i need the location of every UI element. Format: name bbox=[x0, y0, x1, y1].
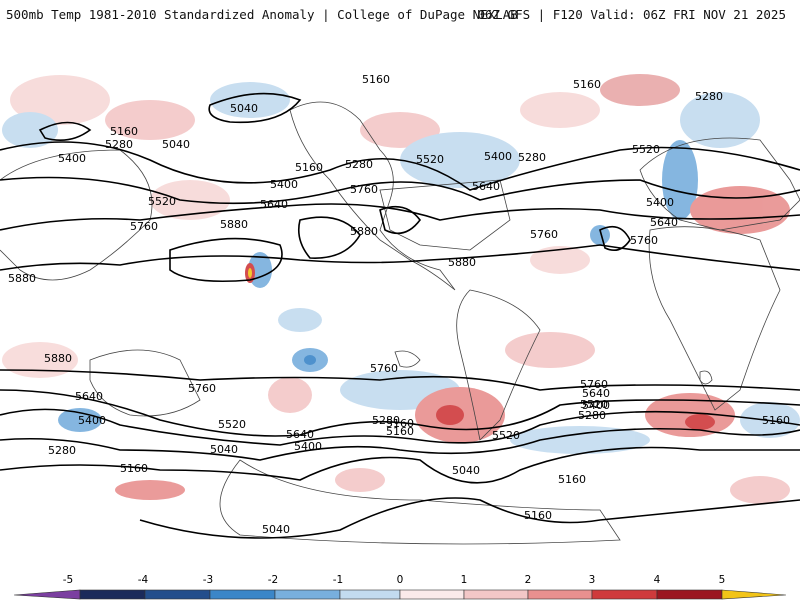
contour-label: 5040 bbox=[162, 138, 190, 151]
coastlines bbox=[0, 101, 800, 545]
colorbar-swatches bbox=[13, 589, 787, 600]
colorbar-swatch bbox=[144, 589, 211, 600]
anomaly-map: 5160 5040 5160 5280 5040 5400 5160 5280 … bbox=[0, 30, 800, 558]
colorbar-swatch bbox=[656, 589, 723, 600]
contour-label: 5520 bbox=[632, 143, 660, 156]
contour-label: 5520 bbox=[580, 398, 608, 411]
contour-label: 5760 bbox=[350, 183, 378, 196]
contour-label: 5640 bbox=[582, 387, 610, 400]
contour-label: 5400 bbox=[646, 196, 674, 209]
contour-label: 5160 bbox=[558, 473, 586, 486]
contour-label: 5640 bbox=[650, 216, 678, 229]
contour-label: 5040 bbox=[210, 443, 238, 456]
colorbar-swatch bbox=[339, 589, 401, 600]
contour-label: 5520 bbox=[148, 195, 176, 208]
contour-label: 5280 bbox=[345, 158, 373, 171]
colorbar-tick: 1 bbox=[461, 574, 468, 586]
contour-label: 5520 bbox=[492, 429, 520, 442]
colorbar-swatch-below bbox=[13, 589, 81, 600]
contour-label: 5640 bbox=[75, 390, 103, 403]
contour-labels: 5160 5040 5160 5280 5040 5400 5160 5280 … bbox=[8, 73, 790, 536]
colorbar-swatch bbox=[79, 589, 146, 600]
colorbar-swatch bbox=[527, 589, 593, 600]
colorbar-tick: 4 bbox=[654, 574, 661, 586]
contour-label: 5760 bbox=[530, 228, 558, 241]
contour-label: 5160 bbox=[110, 125, 138, 138]
contour-label: 5160 bbox=[295, 161, 323, 174]
contour-label: 5880 bbox=[220, 218, 248, 231]
contour-label: 5160 bbox=[362, 73, 390, 86]
colorbar-swatch bbox=[274, 589, 341, 600]
contour-label: 5400 bbox=[78, 414, 106, 427]
contour-label: 5880 bbox=[44, 352, 72, 365]
colorbar-tick: 0 bbox=[397, 574, 404, 586]
colorbar-tick: -1 bbox=[333, 574, 343, 586]
contour-label: 5160 bbox=[120, 462, 148, 475]
colorbar-tick: -2 bbox=[268, 574, 278, 586]
contour-label: 5880 bbox=[448, 256, 476, 269]
colorbar-swatch bbox=[463, 589, 529, 600]
contour-label: 5160 bbox=[386, 417, 414, 430]
contour-label: 5280 bbox=[578, 409, 606, 422]
contour-label: 5640 bbox=[260, 198, 288, 211]
colorbar-tick-labels: -5 -4 -3 -2 -1 0 1 2 3 4 5 bbox=[63, 574, 726, 586]
contour-label: 5640 bbox=[286, 428, 314, 441]
contour-label: 5760 bbox=[370, 362, 398, 375]
contour-label: 5760 bbox=[630, 234, 658, 247]
height-contours bbox=[0, 92, 800, 539]
contour-label: 5280 bbox=[372, 414, 400, 427]
colorbar-swatch bbox=[591, 589, 658, 600]
colorbar-swatch-above bbox=[721, 589, 787, 600]
contour-label: 5160 bbox=[524, 509, 552, 522]
colorbar-tick: -5 bbox=[63, 574, 73, 586]
colorbar-tick: -3 bbox=[203, 574, 213, 586]
contour-label: 5280 bbox=[518, 151, 546, 164]
contour-label: 5040 bbox=[262, 523, 290, 536]
contour-label: 5400 bbox=[270, 178, 298, 191]
contour-label: 5760 bbox=[130, 220, 158, 233]
contour-label: 5160 bbox=[386, 425, 414, 438]
map-title: 500mb Temp 1981-2010 Standardized Anomal… bbox=[6, 7, 518, 22]
contour-label: 5880 bbox=[350, 225, 378, 238]
contour-label: 5400 bbox=[582, 399, 610, 412]
anomaly-shading bbox=[2, 74, 800, 504]
contour-label: 5160 bbox=[573, 78, 601, 91]
contour-label: 5640 bbox=[472, 180, 500, 193]
contour-label: 5520 bbox=[416, 153, 444, 166]
contour-label: 5520 bbox=[218, 418, 246, 431]
colorbar-tick: -4 bbox=[138, 574, 149, 586]
colorbar-tick: 3 bbox=[589, 574, 596, 586]
colorbar-swatch bbox=[209, 589, 276, 600]
contour-label: 5040 bbox=[230, 102, 258, 115]
contour-label: 5160 bbox=[762, 414, 790, 427]
contour-label: 5280 bbox=[48, 444, 76, 457]
contour-label: 5280 bbox=[695, 90, 723, 103]
contour-label: 5280 bbox=[105, 138, 133, 151]
contour-label: 5400 bbox=[484, 150, 512, 163]
model-run-info: 06Z GFS | F120 Valid: 06Z FRI NOV 21 202… bbox=[477, 7, 786, 22]
colorbar-swatch bbox=[399, 589, 465, 600]
contour-label: 5400 bbox=[294, 440, 322, 453]
contour-label: 5760 bbox=[188, 382, 216, 395]
colorbar-tick: 2 bbox=[525, 574, 532, 586]
anomaly-colorbar: -5 -4 -3 -2 -1 0 1 2 3 4 5 bbox=[0, 558, 800, 600]
contour-label: 5400 bbox=[58, 152, 86, 165]
colorbar-tick: 5 bbox=[719, 574, 726, 586]
contour-label: 5040 bbox=[452, 464, 480, 477]
contour-label: 5880 bbox=[8, 272, 36, 285]
contour-label: 5760 bbox=[580, 378, 608, 391]
